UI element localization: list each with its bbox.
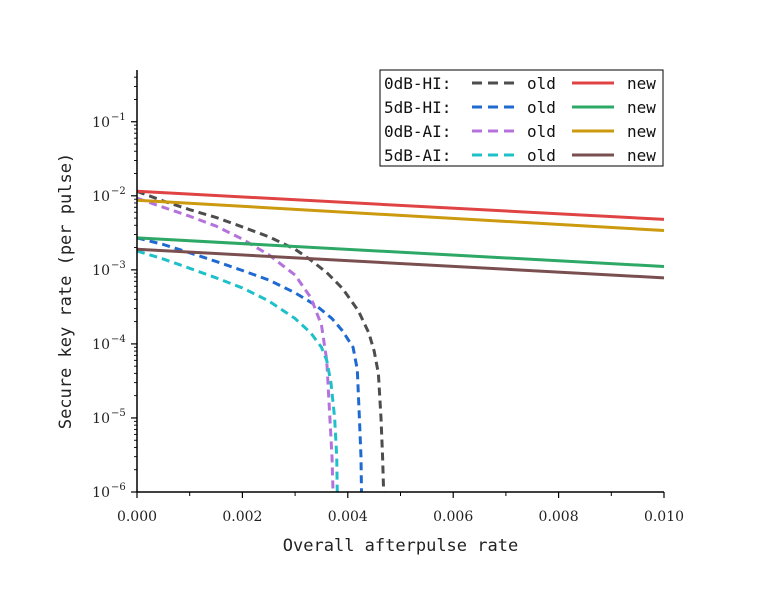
legend-old-label: old [527, 98, 556, 117]
legend-row-label: 0dB-HI: [384, 74, 451, 93]
y-tick-label: 10 [92, 337, 110, 353]
legend-new-label: new [627, 146, 656, 165]
x-tick-label: 0.000 [117, 509, 157, 525]
y-tick-label: 10 [92, 115, 110, 131]
series-layer [136, 189, 665, 493]
series-line-0db-hi-new [136, 189, 665, 221]
x-tick-label: 0.010 [644, 509, 684, 525]
y-tick-exponent: −2 [111, 186, 126, 197]
y-tick-exponent: −6 [111, 482, 126, 493]
legend-old-label: old [527, 146, 556, 165]
series-line-5db-ai-new [136, 247, 665, 280]
y-tick-label: 10 [92, 411, 110, 427]
series-line-5db-hi-new [136, 236, 665, 268]
legend-row-label: 5dB-HI: [384, 98, 451, 117]
series-line-5db-hi-old [136, 236, 363, 493]
legend: 0dB-HI: old new 5dB-HI: old new 0dB-AI: old new 5… [379, 69, 664, 167]
x-tick-label: 0.008 [539, 509, 579, 525]
legend-box [379, 69, 664, 167]
series-line-0db-hi-old [136, 189, 386, 493]
legend-row-label: 0dB-AI: [384, 122, 451, 141]
y-tick-exponent: −1 [111, 112, 126, 123]
y-tick-label: 10 [92, 189, 110, 205]
y-tick-label: 10 [92, 263, 110, 279]
y-tick-exponent: −4 [111, 334, 126, 345]
y-tick-label: 10 [92, 485, 110, 501]
y-axis-title: Secure key rate (per pulse) [56, 153, 76, 429]
axes-layer: 0.000 0.002 0.004 0.006 0.008 0.01010−610−510… [92, 70, 684, 525]
legend-old-label: old [527, 74, 556, 93]
y-tick-exponent: −3 [111, 260, 126, 271]
y-tick-exponent: −5 [111, 408, 126, 419]
legend-new-label: new [627, 98, 656, 117]
legend-new-label: new [627, 74, 656, 93]
series-line-0db-ai-new [136, 198, 665, 232]
legend-old-label: old [527, 122, 556, 141]
x-tick-label: 0.002 [222, 509, 262, 525]
x-tick-label: 0.004 [328, 509, 368, 525]
series-line-0db-ai-old [136, 196, 335, 493]
x-tick-label: 0.006 [433, 509, 473, 525]
legend-row-label: 5dB-AI: [384, 146, 451, 165]
x-axis-title: Overall afterpulse rate [283, 536, 518, 556]
series-line-5db-ai-old [136, 249, 339, 493]
legend-new-label: new [627, 122, 656, 141]
